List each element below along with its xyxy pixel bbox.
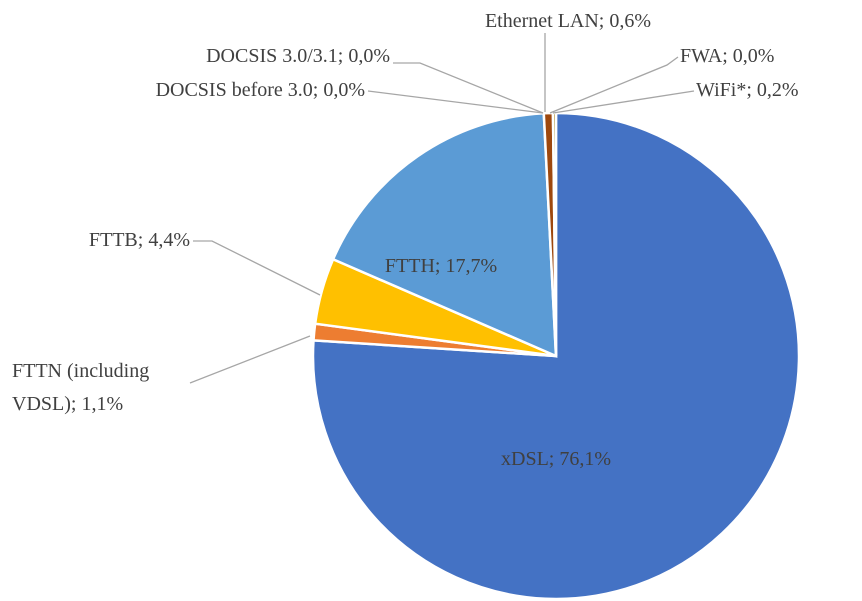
data-label: WiFi*; 0,2% <box>696 79 799 101</box>
label-line: FWA; 0,0% <box>680 45 774 67</box>
label-line: FTTH; 17,7% <box>385 255 497 277</box>
data-label: FTTN (including VDSL); 1,1% <box>12 360 149 415</box>
leader-line <box>193 240 321 296</box>
data-label: Ethernet LAN; 0,6% <box>485 10 651 32</box>
data-label: FTTH; 17,7% <box>385 255 497 277</box>
label-line: Ethernet LAN; 0,6% <box>485 10 651 32</box>
pie-slice <box>331 111 558 358</box>
leader-line <box>393 62 544 114</box>
data-label: FWA; 0,0% <box>680 45 774 67</box>
label-line: xDSL; 76,1% <box>501 448 611 470</box>
label-line: WiFi*; 0,2% <box>696 79 799 101</box>
data-label: FTTB; 4,4% <box>89 229 190 251</box>
label-line: VDSL); 1,1% <box>12 393 123 415</box>
leader-line <box>552 90 695 114</box>
leader-line <box>549 56 679 114</box>
data-label: DOCSIS 3.0/3.1; 0,0% <box>206 45 390 67</box>
data-label: xDSL; 76,1% <box>501 448 611 470</box>
data-label: DOCSIS before 3.0; 0,0% <box>156 79 365 101</box>
pie-slice <box>311 111 801 601</box>
leader-line <box>189 335 311 384</box>
label-line: DOCSIS before 3.0; 0,0% <box>156 79 365 101</box>
label-line: FTTB; 4,4% <box>89 229 190 251</box>
leader-line <box>367 90 544 114</box>
label-line: DOCSIS 3.0/3.1; 0,0% <box>206 45 390 67</box>
label-line: FTTN (including <box>12 360 149 382</box>
